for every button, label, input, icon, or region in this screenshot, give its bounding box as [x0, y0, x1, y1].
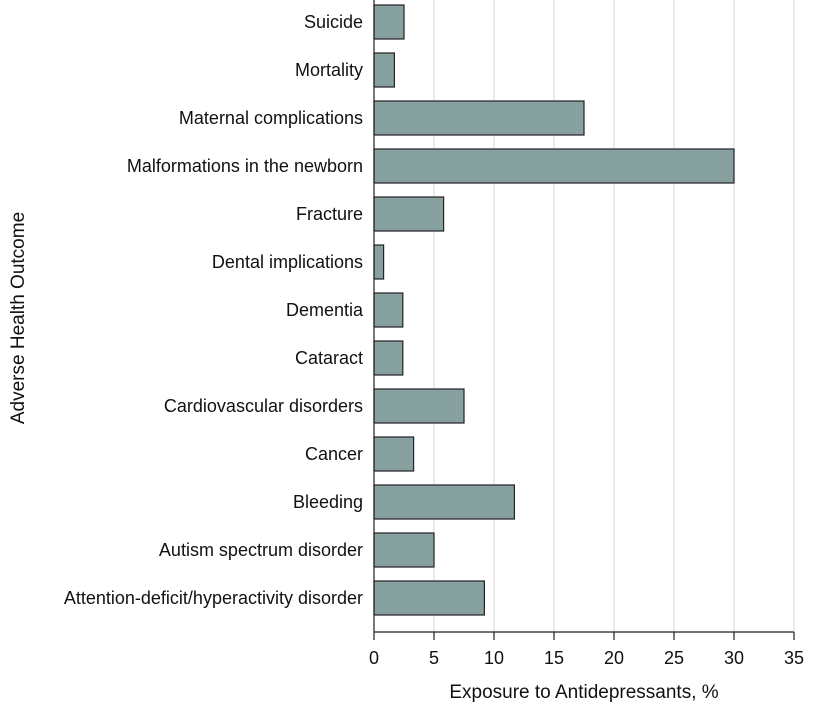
bar-11: [373, 532, 435, 568]
category-label: Cataract: [295, 348, 363, 368]
category-label: Attention-deficit/hyperactivity disorder: [64, 588, 363, 608]
category-label: Malformations in the newborn: [127, 156, 363, 176]
x-tick-label: 15: [544, 648, 564, 668]
bar-2: [373, 100, 585, 136]
category-label: Dental implications: [212, 252, 363, 272]
bar-8: [373, 388, 465, 424]
bar-4: [373, 196, 445, 232]
category-label: Suicide: [304, 12, 363, 32]
category-label: Dementia: [286, 300, 364, 320]
category-label: Maternal complications: [179, 108, 363, 128]
bar-1: [373, 52, 395, 88]
bars: [373, 4, 735, 616]
bar-0: [373, 4, 405, 40]
category-labels: Suicide Mortality Maternal complications Ma…: [64, 12, 364, 608]
x-tick-label: 10: [484, 648, 504, 668]
bar-5: [373, 244, 385, 280]
category-label: Cancer: [305, 444, 363, 464]
category-label: Fracture: [296, 204, 363, 224]
bar-10: [373, 484, 515, 520]
category-label: Bleeding: [293, 492, 363, 512]
x-tick-label: 20: [604, 648, 624, 668]
grid-lines: [433, 0, 795, 632]
x-axis: 0 5 10 15 20 25 30 35: [369, 0, 804, 668]
bar-7: [373, 340, 404, 376]
x-tick-label: 35: [784, 648, 804, 668]
category-label: Cardiovascular disorders: [164, 396, 363, 416]
bar-9: [373, 436, 415, 472]
x-tick-label: 5: [429, 648, 439, 668]
bar-12: [373, 580, 486, 616]
bar-6: [373, 292, 404, 328]
x-tick-label: 30: [724, 648, 744, 668]
x-tick-label: 25: [664, 648, 684, 668]
bar-3: [373, 148, 735, 184]
category-label: Mortality: [295, 60, 363, 80]
y-axis-title: Adverse Health Outcome: [8, 212, 29, 424]
x-tick-label: 0: [369, 648, 379, 668]
category-label: Autism spectrum disorder: [159, 540, 363, 560]
x-axis-title: Exposure to Antidepressants, %: [449, 682, 718, 703]
